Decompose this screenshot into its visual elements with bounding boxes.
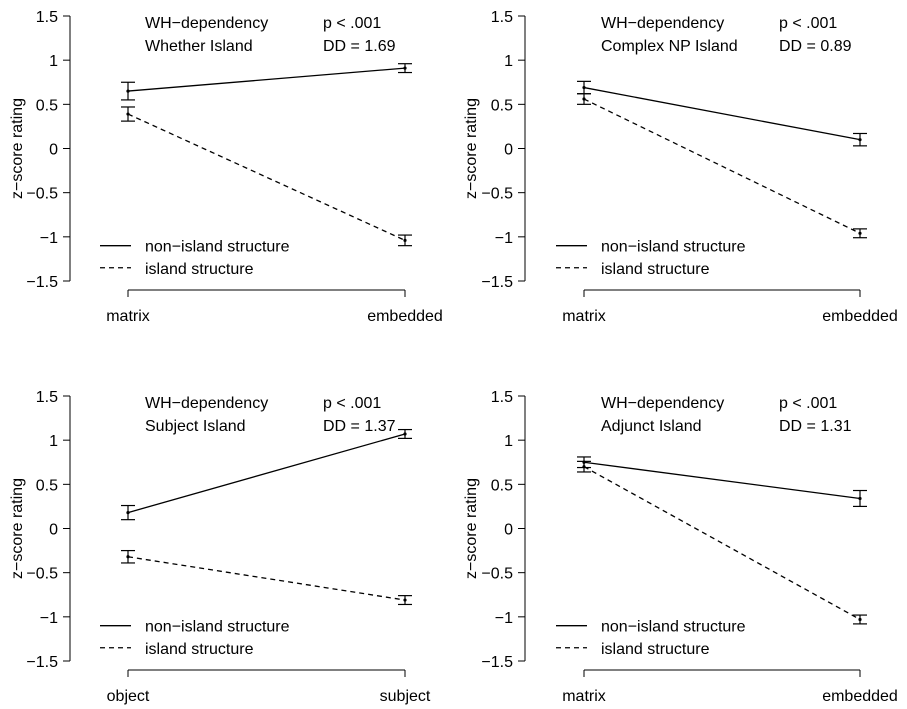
data-point [403, 238, 407, 242]
x-tick-label: embedded [367, 308, 443, 325]
y-tick-label: −1 [40, 610, 58, 627]
y-tick-label: −1.5 [26, 274, 58, 291]
series-line-island [583, 466, 861, 621]
y-tick-label: 0.5 [491, 97, 513, 114]
legend-label-island: island structure [601, 641, 710, 658]
data-point [858, 231, 862, 235]
y-tick-label: 0.5 [491, 477, 513, 494]
annotation-dependency: WH−dependency [145, 15, 268, 32]
x-tick-label: object [107, 688, 150, 705]
y-tick-label: 0.5 [36, 477, 58, 494]
annotation-p-value: p < .001 [779, 15, 837, 32]
y-tick-label: 0 [49, 142, 58, 159]
y-tick-label: 1 [49, 53, 58, 70]
annotation-dependency: WH−dependency [601, 15, 724, 32]
y-tick-label: 1.5 [36, 9, 58, 26]
x-tick-label: embedded [822, 308, 898, 325]
x-tick-label: matrix [562, 308, 606, 325]
x-tick-label: subject [380, 688, 431, 705]
data-point [126, 555, 130, 559]
annotation-island-type: Subject Island [145, 418, 246, 435]
y-tick-label: 1.5 [36, 389, 58, 406]
data-point [403, 66, 407, 70]
y-tick-label: −0.5 [26, 566, 58, 583]
legend-label-non-island: non−island structure [601, 239, 746, 256]
annotation-dd-value: DD = 1.69 [323, 38, 396, 55]
annotation-dd-value: DD = 1.31 [779, 418, 852, 435]
legend-label-non-island: non−island structure [145, 619, 290, 636]
chart-panel-4: 1.5 1 0.5 0 −0.5 −1 −1.5 z−score rating matrix em… [463, 389, 898, 705]
annotation-p-value: p < .001 [779, 395, 837, 412]
y-tick-label: −1.5 [481, 274, 513, 291]
annotation-island-type: Complex NP Island [601, 38, 738, 55]
y-tick-label: 0.5 [36, 97, 58, 114]
data-point [126, 112, 130, 116]
data-point [858, 138, 862, 142]
y-tick-label: −1.5 [481, 654, 513, 671]
series-line-island [127, 556, 406, 601]
data-point [858, 617, 862, 622]
annotation-p-value: p < .001 [323, 395, 381, 412]
y-tick-label: −1 [40, 230, 58, 247]
data-point [126, 89, 130, 93]
annotation-dependency: WH−dependency [145, 395, 268, 412]
y-tick-label: −1 [495, 230, 513, 247]
data-point [126, 510, 130, 515]
y-tick-label: 0 [504, 522, 513, 539]
y-tick-label: −0.5 [26, 186, 58, 203]
annotation-island-type: Adjunct Island [601, 418, 702, 435]
y-tick-label: 1 [504, 53, 513, 70]
y-axis-label: z−score rating [463, 98, 480, 199]
data-point [582, 97, 586, 101]
y-axis-label: z−score rating [9, 98, 26, 199]
y-tick-label: 1 [504, 433, 513, 450]
series-line-non-island [583, 86, 861, 141]
chart-panel-1: 1.5 1 0.5 0 −0.5 −1 −1.5 z−score rating matrix em… [9, 9, 443, 325]
legend-label-island: island structure [145, 261, 254, 278]
series-line-island [127, 113, 406, 241]
legend-label-island: island structure [145, 641, 254, 658]
annotation-dd-value: DD = 1.37 [323, 418, 396, 435]
y-axis-label: z−score rating [463, 478, 480, 579]
y-tick-label: 1.5 [491, 389, 513, 406]
x-tick-label: embedded [822, 688, 898, 705]
data-point [858, 496, 862, 501]
series-line-island [583, 98, 861, 234]
series-line-non-island [127, 433, 406, 514]
y-tick-label: −1.5 [26, 654, 58, 671]
data-point [403, 598, 407, 602]
y-tick-label: 1 [49, 433, 58, 450]
data-point [582, 85, 586, 90]
y-tick-label: 0 [49, 522, 58, 539]
y-axis-label: z−score rating [9, 478, 26, 579]
legend-label-island: island structure [601, 261, 710, 278]
annotation-dependency: WH−dependency [601, 395, 724, 412]
y-tick-label: −0.5 [481, 566, 513, 583]
chart-panel-2: 1.5 1 0.5 0 −0.5 −1 −1.5 z−score rating matrix em… [463, 9, 898, 325]
annotation-p-value: p < .001 [323, 15, 381, 32]
data-point [403, 432, 407, 436]
series-line-non-island [127, 67, 406, 92]
data-point [582, 465, 586, 469]
y-tick-label: 0 [504, 142, 513, 159]
series-line-non-island [583, 461, 861, 500]
y-tick-label: 1.5 [491, 9, 513, 26]
annotation-dd-value: DD = 0.89 [779, 38, 852, 55]
x-tick-label: matrix [562, 688, 606, 705]
y-tick-label: −0.5 [481, 186, 513, 203]
legend-label-non-island: non−island structure [601, 619, 746, 636]
legend-label-non-island: non−island structure [145, 239, 290, 256]
y-tick-label: −1 [495, 610, 513, 627]
annotation-island-type: Whether Island [145, 38, 253, 55]
chart-panel-3: 1.5 1 0.5 0 −0.5 −1 −1.5 z−score rating object su… [9, 389, 431, 705]
x-tick-label: matrix [106, 308, 150, 325]
